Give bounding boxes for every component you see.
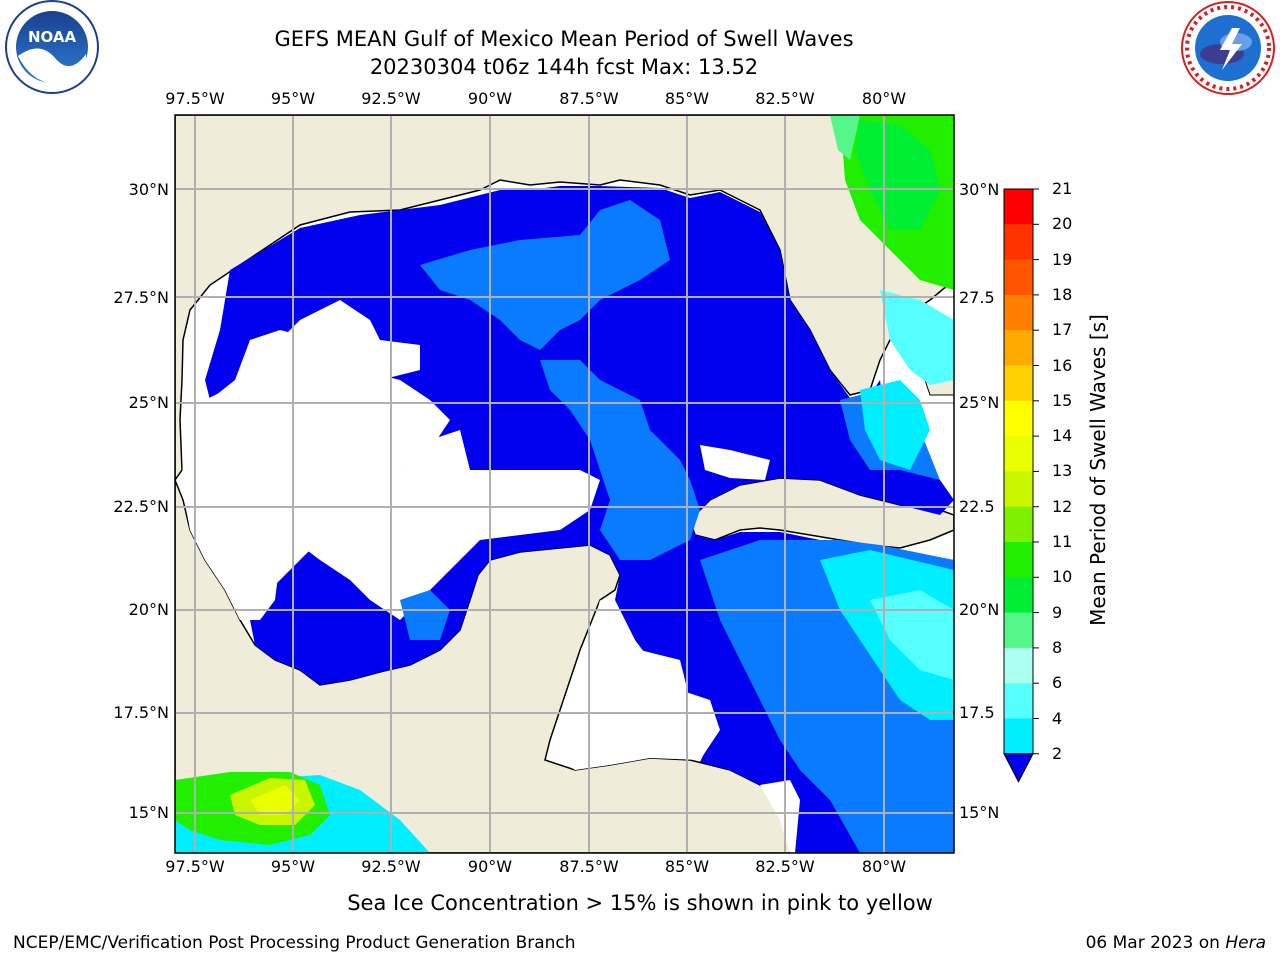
colorbar-band <box>1004 471 1033 508</box>
lon-label-bottom: 90°W <box>467 857 513 876</box>
colorbar-band <box>1004 683 1033 719</box>
colorbar-band <box>1004 718 1033 755</box>
colorbar-band <box>1004 647 1033 684</box>
lon-label-top: 82.5°W <box>755 89 815 108</box>
map-border <box>174 114 955 854</box>
no-swell-zone-yucatan <box>560 600 720 770</box>
lat-label-left: 15°N <box>128 803 169 822</box>
colorbar-tick-label: 17 <box>1052 320 1073 340</box>
colorbar-band <box>1004 189 1033 225</box>
lon-label-bottom: 82.5°W <box>755 857 815 876</box>
lat-label-right: 25°N <box>959 393 1000 412</box>
colorbar-tick-label: 14 <box>1052 426 1073 446</box>
colorbar-band <box>1004 330 1033 366</box>
lat-label-left: 17.5°N <box>113 703 169 722</box>
lat-label-left: 20°N <box>128 600 169 619</box>
colorbar-band <box>1004 400 1033 437</box>
no-swell-zone-west <box>182 300 600 620</box>
lon-label-bottom: 92.5°W <box>361 857 421 876</box>
lat-label-left: 22.5°N <box>113 497 169 516</box>
colorbar-band <box>1004 224 1033 261</box>
swell-zone-light-cyan <box>880 290 954 385</box>
colorbar-tick-label: 15 <box>1052 390 1073 410</box>
lat-label-left: 27.5°N <box>113 288 169 307</box>
colorbar <box>1003 188 1039 783</box>
lon-label-bottom: 87.5°W <box>559 857 619 876</box>
lon-label-top: 95°W <box>270 89 316 108</box>
colorbar-band <box>1004 612 1033 649</box>
colorbar-band <box>1004 506 1033 543</box>
lon-label-top: 80°W <box>861 89 907 108</box>
lon-label-top: 92.5°W <box>361 89 421 108</box>
lat-label-right: 17.5 <box>959 703 995 722</box>
colorbar-band <box>1004 436 1033 472</box>
chart-subtitle: 20230304 t06z 144h fcst Max: 13.52 <box>369 55 759 79</box>
lat-label-right: 22.5 <box>959 497 995 516</box>
lat-label-left: 25°N <box>128 393 169 412</box>
lon-label-top: 87.5°W <box>559 89 619 108</box>
host-name: Hera <box>1225 933 1266 953</box>
lat-label-right: 27.5 <box>959 288 995 307</box>
colorbar-tick-label: 8 <box>1052 637 1063 657</box>
nws-logo <box>1181 1 1275 95</box>
lon-label-top: 90°W <box>467 89 513 108</box>
lon-label-top: 97.5°W <box>165 89 225 108</box>
colorbar-tick-label: 12 <box>1052 496 1073 516</box>
colorbar-band <box>1004 577 1033 614</box>
swell-zone-mid-blue <box>420 200 670 350</box>
graticule <box>175 115 954 853</box>
colorbar-band <box>1004 294 1033 331</box>
colorbar-tick-label: 6 <box>1052 673 1063 693</box>
lon-label-bottom: 95°W <box>270 857 316 876</box>
lon-label-bottom: 85°W <box>664 857 710 876</box>
colorbar-tick-label: 18 <box>1052 284 1073 304</box>
colorbar-extend-arrow <box>1003 753 1034 783</box>
colorbar-tick-label: 19 <box>1052 249 1073 269</box>
lon-label-bottom: 80°W <box>861 857 907 876</box>
date-text: 06 Mar 2023 on Hera <box>1086 933 1266 953</box>
colorbar-tick-label: 10 <box>1052 567 1073 587</box>
sea-ice-note: Sea Ice Concentration > 15% is shown in … <box>347 891 933 915</box>
colorbar-tick-label: 11 <box>1052 532 1073 551</box>
lon-label-top: 85°W <box>664 89 710 108</box>
colorbar-band <box>1004 259 1033 296</box>
colorbar-tick-label: 20 <box>1052 214 1073 234</box>
lat-label-right: 30°N <box>959 180 1000 199</box>
lat-label-left: 30°N <box>128 180 169 199</box>
colorbar-label: Mean Period of Swell Waves [s] <box>1086 314 1110 626</box>
colorbar-tick-label: 13 <box>1052 461 1073 481</box>
colorbar-band <box>1004 365 1033 402</box>
colorbar-tick-label: 21 <box>1052 179 1073 198</box>
lon-label-bottom: 97.5°W <box>165 857 225 876</box>
chart-title: GEFS MEAN Gulf of Mexico Mean Period of … <box>274 27 854 51</box>
credit-text: NCEP/EMC/Verification Post Processing Pr… <box>13 933 576 953</box>
noaa-logo: NOAA <box>5 0 99 94</box>
lat-label-right: 15°N <box>959 803 1000 822</box>
colorbar-tick-label: 2 <box>1052 743 1063 763</box>
colorbar-tick-label: 16 <box>1052 355 1073 375</box>
colorbar-tick-label: 4 <box>1052 708 1063 728</box>
lat-label-right: 20°N <box>959 600 1000 619</box>
date-value: 06 Mar 2023 on <box>1085 933 1220 953</box>
colorbar-band <box>1004 542 1033 578</box>
noaa-logo-text: NOAA <box>28 28 77 46</box>
land-usa <box>175 115 954 482</box>
colorbar-tick-label: 9 <box>1052 602 1063 622</box>
